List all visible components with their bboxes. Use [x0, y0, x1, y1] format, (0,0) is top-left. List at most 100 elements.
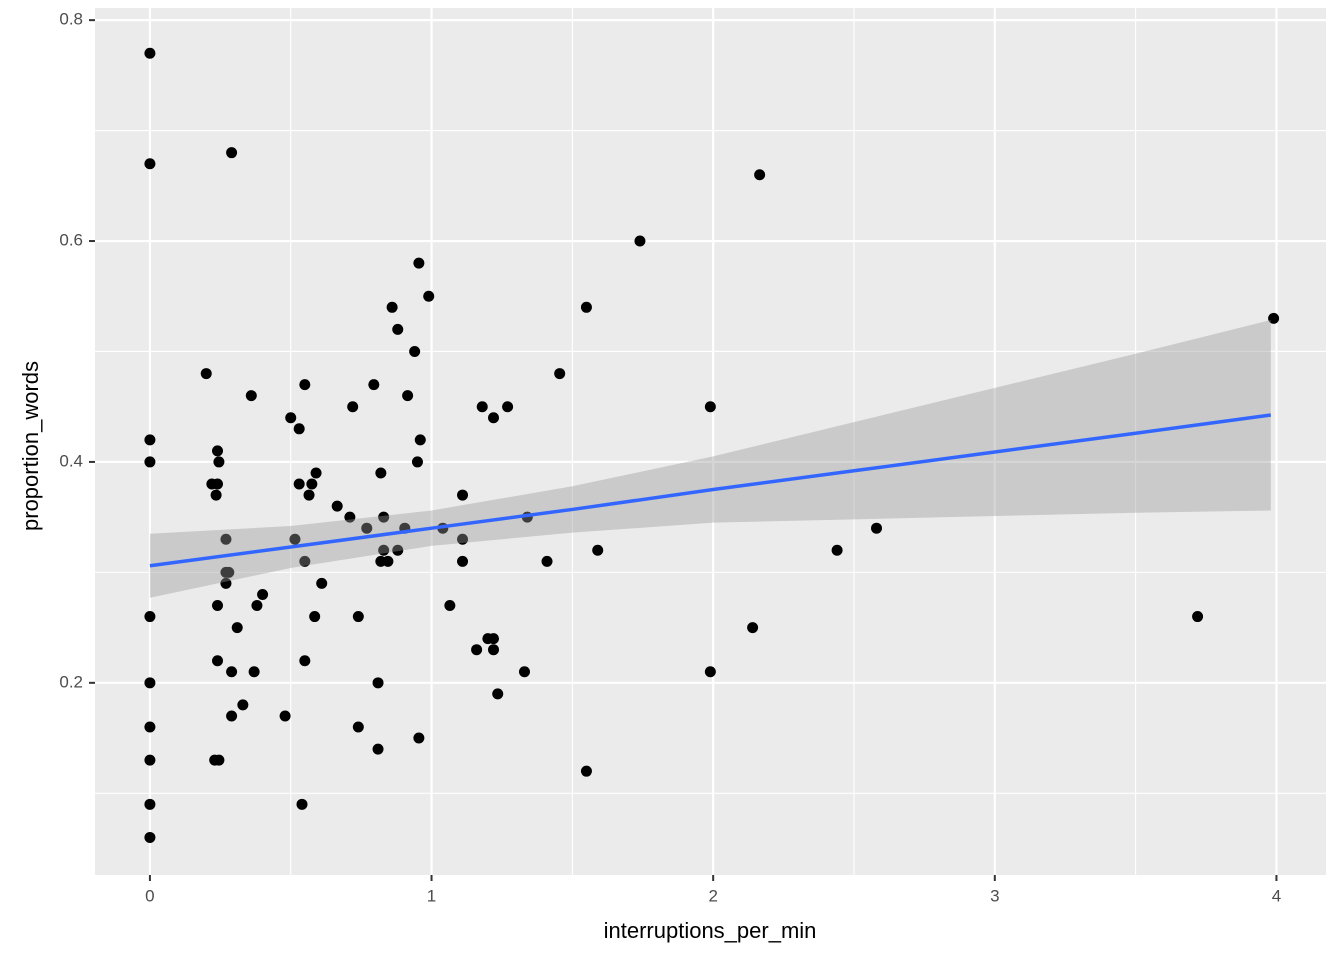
y-axis-title: proportion_words — [18, 361, 43, 531]
point — [444, 600, 456, 612]
y-tick-label: 0.2 — [59, 672, 83, 691]
point — [352, 721, 364, 733]
x-tick-label: 1 — [427, 886, 436, 905]
point — [488, 412, 500, 424]
point — [144, 677, 156, 689]
point — [457, 555, 469, 567]
point — [306, 478, 318, 490]
point — [392, 544, 404, 556]
point — [299, 655, 311, 667]
point — [413, 257, 425, 269]
point — [144, 831, 156, 843]
point — [361, 522, 373, 534]
point — [378, 544, 390, 556]
point — [871, 522, 883, 534]
point — [331, 500, 343, 512]
point — [257, 588, 269, 600]
point — [144, 721, 156, 733]
point — [226, 666, 238, 678]
point — [580, 765, 592, 777]
point — [1268, 312, 1280, 324]
point — [248, 666, 260, 678]
point — [220, 566, 232, 578]
point — [279, 710, 291, 722]
point — [592, 544, 604, 556]
point — [372, 743, 384, 755]
point — [231, 622, 243, 634]
point — [502, 401, 514, 413]
point — [220, 533, 232, 545]
x-tick-label: 2 — [708, 886, 717, 905]
point — [144, 754, 156, 766]
point — [316, 577, 328, 589]
point — [293, 478, 305, 490]
point — [414, 434, 426, 446]
plot-panel — [95, 8, 1326, 875]
point — [368, 379, 380, 391]
point — [212, 478, 224, 490]
point — [237, 699, 249, 711]
point — [352, 611, 364, 623]
point — [392, 323, 404, 335]
point — [541, 555, 553, 567]
point — [518, 666, 530, 678]
point — [386, 301, 398, 313]
point — [289, 533, 301, 545]
point — [309, 611, 321, 623]
y-tick-label: 0.6 — [59, 231, 83, 250]
x-axis-title: interruptions_per_min — [604, 918, 817, 943]
point — [831, 544, 843, 556]
point — [245, 390, 257, 402]
point — [144, 611, 156, 623]
point — [210, 489, 222, 501]
point — [409, 345, 421, 357]
point — [471, 644, 483, 656]
point — [492, 688, 504, 700]
point — [212, 445, 224, 457]
point — [704, 666, 716, 678]
point — [220, 577, 232, 589]
point — [580, 301, 592, 313]
point — [375, 467, 387, 479]
y-tick-label: 0.4 — [59, 451, 83, 470]
point — [144, 47, 156, 59]
point — [310, 467, 322, 479]
point — [372, 677, 384, 689]
point — [344, 511, 356, 523]
point — [488, 644, 500, 656]
point — [402, 390, 414, 402]
point — [144, 798, 156, 810]
point — [382, 555, 394, 567]
point — [457, 489, 469, 501]
point — [754, 169, 766, 181]
point — [457, 533, 469, 545]
point — [347, 401, 359, 413]
point — [554, 368, 566, 380]
point — [634, 235, 646, 247]
point — [213, 754, 225, 766]
point — [488, 633, 500, 645]
point — [144, 456, 156, 468]
point — [213, 456, 225, 468]
point — [704, 401, 716, 413]
point — [226, 710, 238, 722]
point — [299, 555, 311, 567]
point — [476, 401, 488, 413]
point — [299, 379, 311, 391]
y-tick-label: 0.8 — [59, 10, 83, 29]
point — [251, 600, 263, 612]
point — [303, 489, 315, 501]
point — [747, 622, 759, 634]
point — [296, 798, 308, 810]
point — [285, 412, 297, 424]
point — [144, 434, 156, 446]
point — [1192, 611, 1204, 623]
point — [423, 290, 435, 302]
fit-line — [149, 413, 1272, 568]
point — [378, 511, 390, 523]
point — [212, 655, 224, 667]
point — [293, 423, 305, 435]
x-tick-label: 0 — [145, 886, 154, 905]
x-tick-label: 4 — [1272, 886, 1281, 905]
